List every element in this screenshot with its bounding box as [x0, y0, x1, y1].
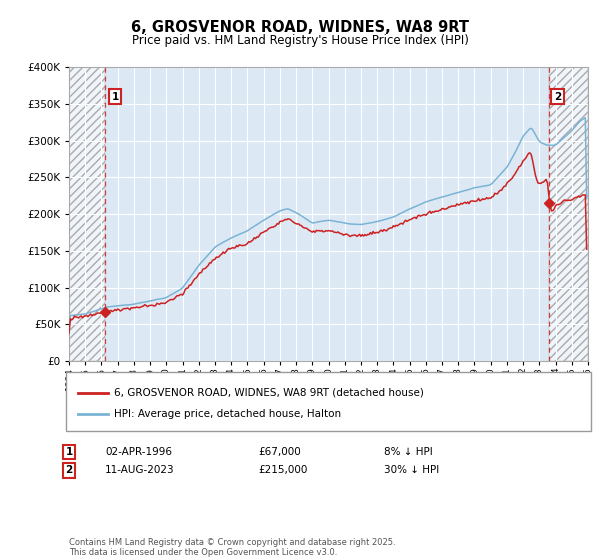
Text: 1: 1	[112, 92, 119, 101]
Text: £215,000: £215,000	[258, 465, 307, 475]
Text: 11-AUG-2023: 11-AUG-2023	[105, 465, 175, 475]
Text: 1: 1	[65, 447, 73, 457]
Text: 02-APR-1996: 02-APR-1996	[105, 447, 172, 457]
Text: 30% ↓ HPI: 30% ↓ HPI	[384, 465, 439, 475]
Text: 2: 2	[65, 465, 73, 475]
Bar	[69, 67, 106, 361]
Text: HPI: Average price, detached house, Halton: HPI: Average price, detached house, Halt…	[114, 408, 341, 418]
Bar	[550, 67, 588, 361]
Text: 8% ↓ HPI: 8% ↓ HPI	[384, 447, 433, 457]
Text: Price paid vs. HM Land Registry's House Price Index (HPI): Price paid vs. HM Land Registry's House …	[131, 34, 469, 46]
Text: Contains HM Land Registry data © Crown copyright and database right 2025.
This d: Contains HM Land Registry data © Crown c…	[69, 538, 395, 557]
Bar	[550, 67, 588, 361]
Text: 6, GROSVENOR ROAD, WIDNES, WA8 9RT: 6, GROSVENOR ROAD, WIDNES, WA8 9RT	[131, 20, 469, 35]
Text: 6, GROSVENOR ROAD, WIDNES, WA8 9RT (detached house): 6, GROSVENOR ROAD, WIDNES, WA8 9RT (deta…	[114, 388, 424, 398]
Text: £67,000: £67,000	[258, 447, 301, 457]
Bar	[69, 67, 106, 361]
Text: 2: 2	[554, 92, 561, 101]
